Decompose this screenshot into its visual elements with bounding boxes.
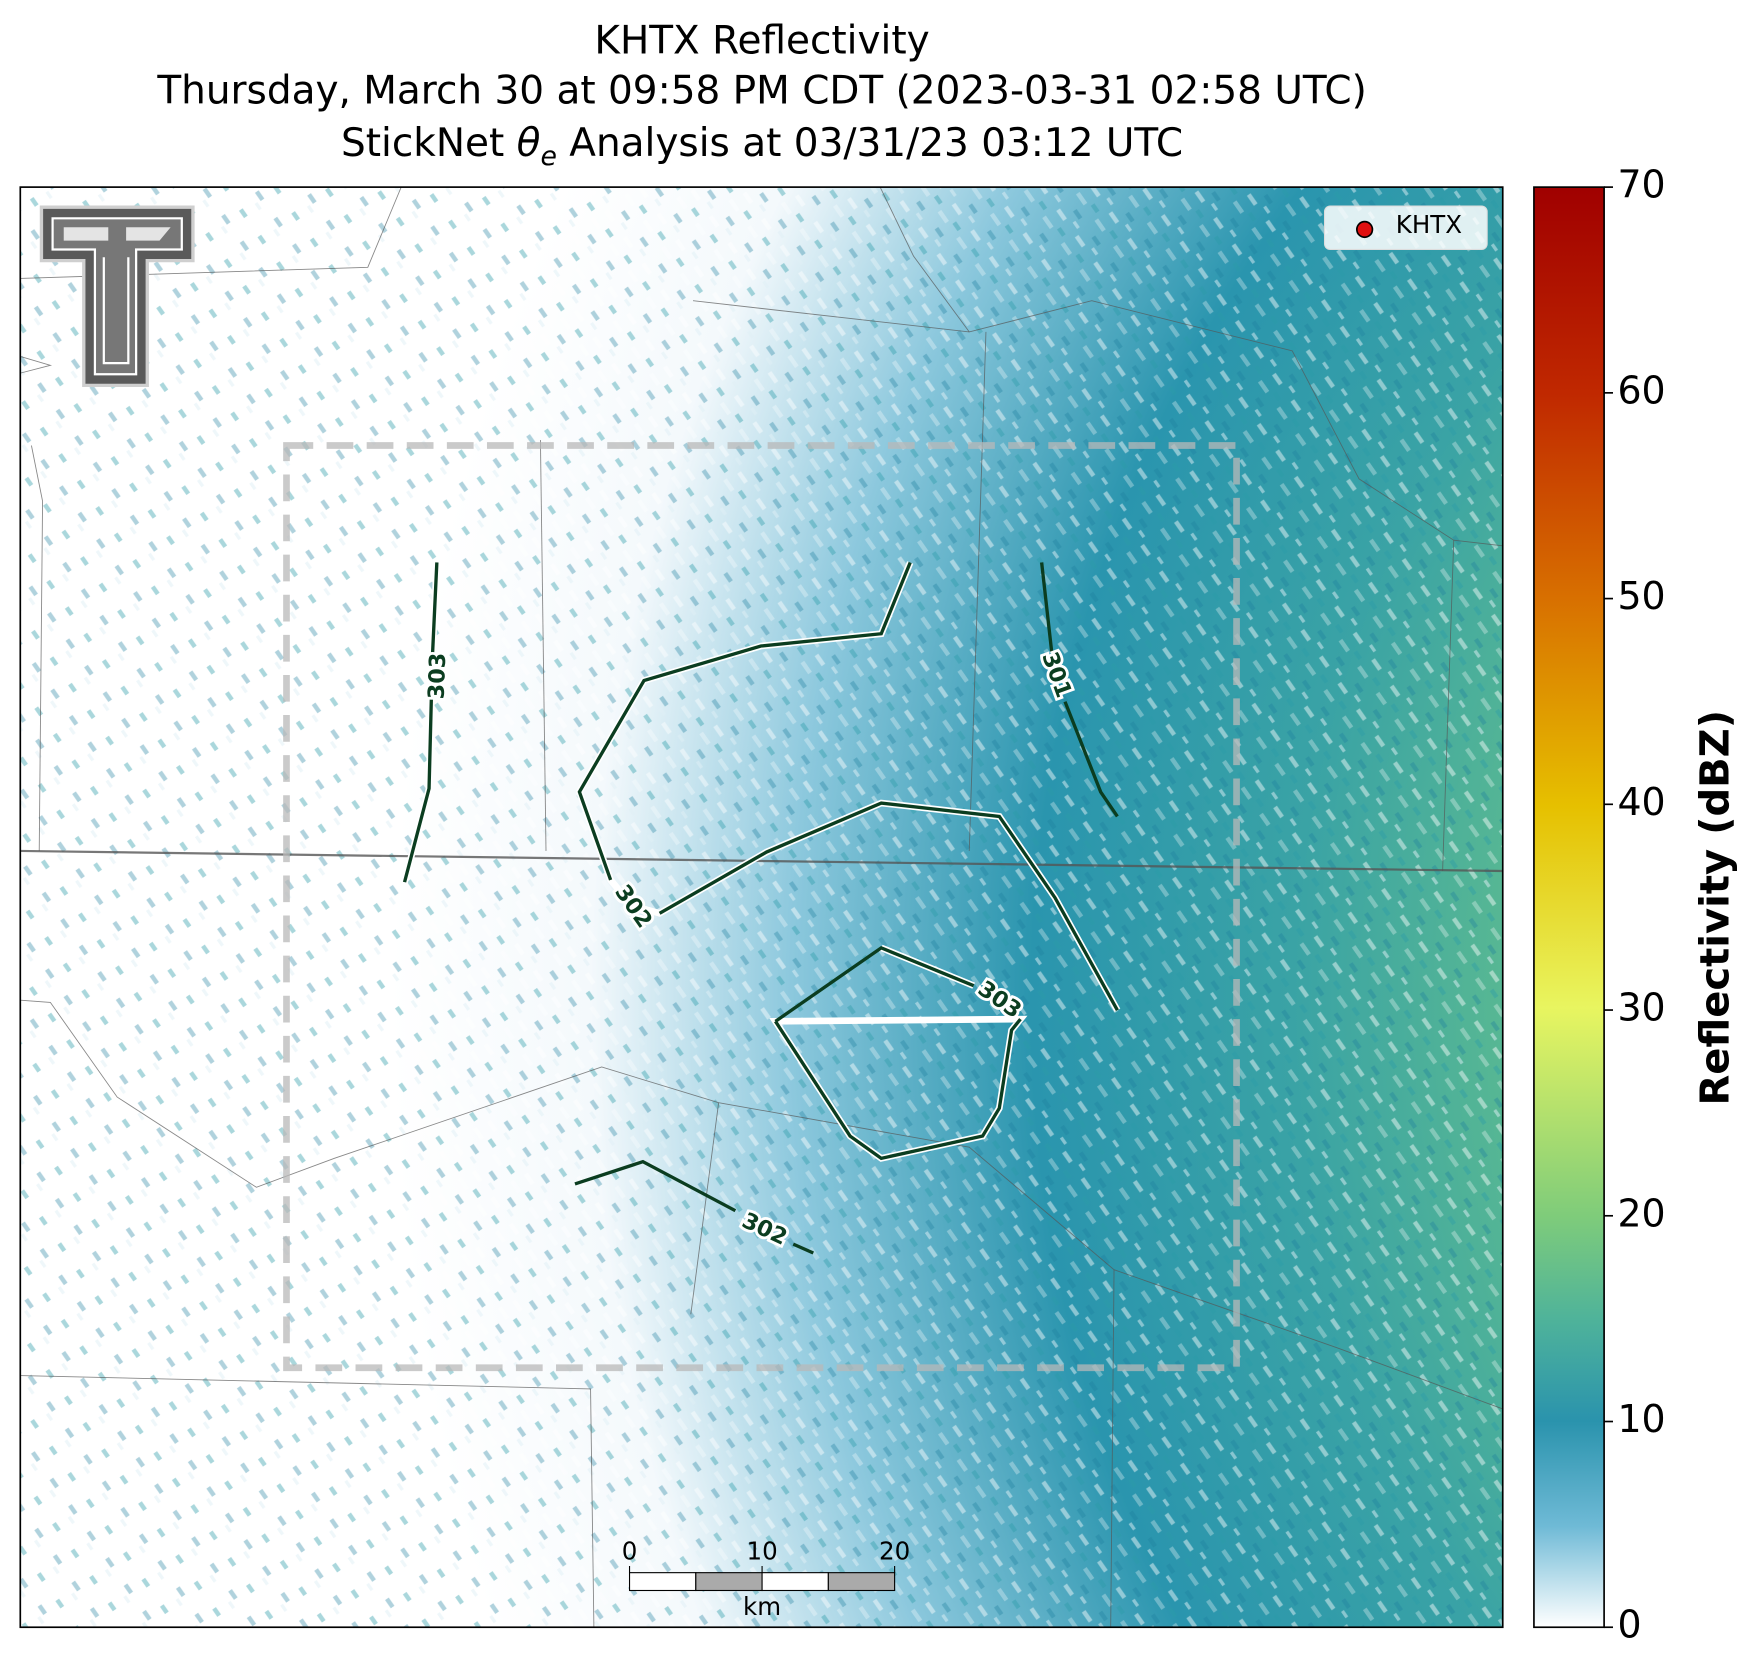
contour-label: 303 (424, 652, 452, 699)
analysis-domain (283, 442, 1240, 1372)
contour: 303 (401, 562, 454, 883)
contour-line (774, 945, 1022, 1161)
logo (39, 205, 195, 388)
contour-line (402, 562, 439, 883)
legend-label: KHTX (1396, 210, 1462, 239)
scale-segment (695, 1572, 763, 1592)
scale-unit: km (743, 1592, 781, 1621)
colorbar-tick-label: 40 (1617, 780, 1665, 824)
scale-tick-label: 20 (879, 1536, 910, 1565)
legend-box (1323, 205, 1488, 251)
scale-tick-label: 10 (746, 1536, 777, 1565)
analysis-symbol: θ (517, 121, 541, 166)
scale-segment (628, 1572, 697, 1592)
colorbar-tick-label: 60 (1617, 368, 1665, 412)
subtitle: Thursday, March 30 at 09:58 PM CDT (2023… (156, 69, 1366, 114)
colorbar-tick-label: 0 (1617, 1603, 1641, 1647)
legend: KHTX (1323, 205, 1488, 251)
title: KHTX Reflectivity (594, 18, 929, 63)
scale-bar: km 0 10 20 (622, 1536, 910, 1621)
colorbar-tick-label: 10 (1617, 1397, 1665, 1441)
colorbar-tick-label: 70 (1617, 163, 1665, 207)
contour-line (574, 1159, 814, 1255)
map-frame (19, 186, 1504, 1629)
colorbar-ramp (1533, 186, 1605, 1629)
analysis-title: StickNet θe Analysis at 03/31/23 03:12 U… (341, 121, 1183, 172)
radar-texture (20, 187, 1503, 1628)
colorbar-tick-label: 20 (1617, 1191, 1665, 1235)
scale-segment (761, 1572, 829, 1592)
analysis-prefix: StickNet (341, 121, 517, 166)
colorbar: Reflectivity (dBZ) 0 10 20 30 40 50 60 70 (1533, 163, 1738, 1647)
map: 303 302 301 303 302 km 0 10 20 (20, 187, 1503, 1628)
colorbar-tick-label: 50 (1617, 574, 1665, 618)
analysis-subscript: e (540, 141, 556, 172)
scale-segment (827, 1572, 896, 1592)
colorbar-tick-label: 30 (1617, 986, 1665, 1030)
colorbar-label: Reflectivity (dBZ) (1693, 710, 1738, 1106)
contour-line (577, 561, 1119, 1012)
county-borders (20, 187, 1503, 1628)
legend-marker (1356, 220, 1374, 239)
scale-tick-label: 0 (622, 1536, 638, 1565)
contour-line (1039, 562, 1119, 818)
analysis-suffix: Analysis at 03/31/23 03:12 UTC (557, 121, 1183, 166)
